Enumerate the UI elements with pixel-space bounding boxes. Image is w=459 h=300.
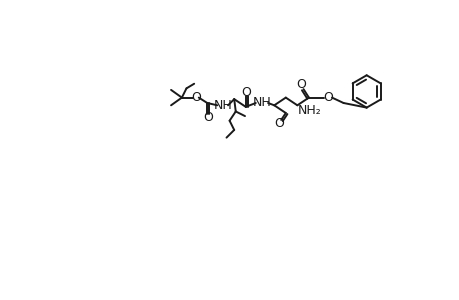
Text: NH: NH xyxy=(252,97,271,110)
Text: NH: NH xyxy=(213,99,231,112)
Text: O: O xyxy=(203,111,213,124)
Text: O: O xyxy=(323,91,332,104)
Text: NH₂: NH₂ xyxy=(297,104,321,117)
Text: O: O xyxy=(241,86,250,99)
Text: O: O xyxy=(190,91,200,104)
Text: O: O xyxy=(274,117,284,130)
Text: O: O xyxy=(296,78,306,91)
